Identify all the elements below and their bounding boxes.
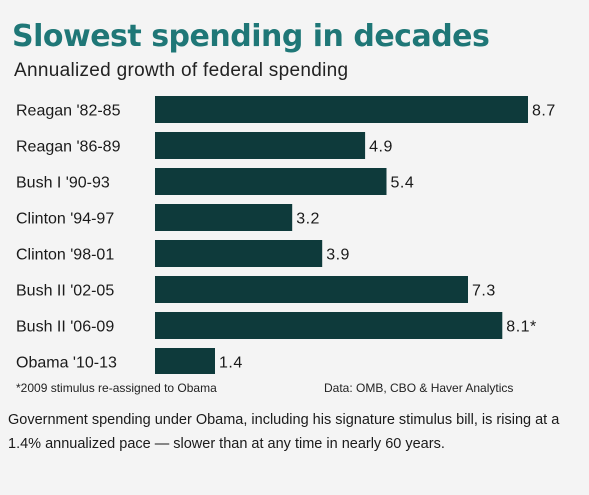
caption-text: Government spending under Obama, includi… [8,412,560,452]
category-label: Bush II '02-05 [16,283,114,300]
data-label: 1.4 [219,355,243,372]
category-label: Obama '10-13 [16,355,117,372]
chart-source: Data: OMB, CBO & Haver Analytics [324,381,514,395]
bar [155,348,215,374]
bar [155,240,323,267]
bar [155,132,366,159]
category-label: Bush II '06-09 [16,319,114,336]
bar [155,312,503,339]
bar [155,96,528,123]
chart-footnote: *2009 stimulus re-assigned to Obama [16,381,217,395]
data-label: 3.9 [326,247,350,264]
data-label: 4.9 [369,139,393,156]
bar [155,204,293,231]
data-label: 7.3 [472,283,496,300]
category-label: Bush I '90-93 [16,175,110,192]
chart-subtitle: Annualized growth of federal spending [14,60,349,81]
category-label: Reagan '82-85 [16,103,121,120]
data-label: 5.4 [391,175,415,192]
data-label: 8.7 [532,103,556,120]
data-label: 3.2 [296,211,320,228]
bar [155,168,387,195]
category-label: Clinton '98-01 [16,247,114,264]
category-label: Reagan '86-89 [16,139,121,156]
chart-title: Slowest spending in decades [12,19,490,54]
bar [155,276,468,303]
category-label: Clinton '94-97 [16,211,114,228]
data-label: 8.1* [506,319,536,336]
bar-chart: Reagan '82-85 8.7 Reagan '86-89 4.9 Bush I '… [16,96,556,374]
